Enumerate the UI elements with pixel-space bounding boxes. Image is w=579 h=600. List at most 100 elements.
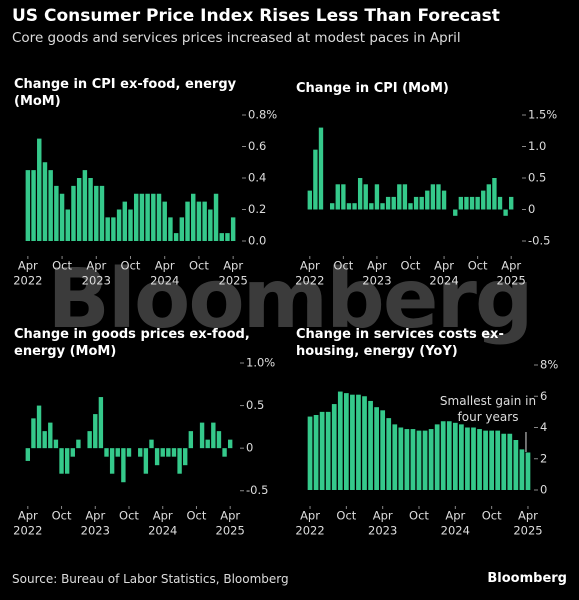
bar <box>413 196 419 210</box>
x-tick-label: Oct <box>409 509 429 523</box>
bar <box>425 190 430 210</box>
x-tick-label: Oct <box>121 259 141 273</box>
bar <box>222 448 227 457</box>
bar <box>483 430 488 490</box>
y-tick-label: 1.5% <box>528 108 557 122</box>
x-tick-label: Apr <box>300 509 320 523</box>
watermark: Bloomberg <box>47 252 533 347</box>
bar <box>126 448 132 457</box>
bar <box>65 209 70 241</box>
bar <box>183 448 188 466</box>
bar <box>503 209 508 216</box>
bar <box>495 430 501 490</box>
x-tick-label: Apr <box>86 259 106 273</box>
bar <box>422 430 428 490</box>
bar <box>168 217 173 241</box>
bar <box>53 439 59 449</box>
bar <box>453 209 458 216</box>
bar <box>481 190 486 210</box>
bar <box>313 415 319 490</box>
bar <box>179 217 185 241</box>
x-tick-label: Apr <box>220 509 240 523</box>
bar <box>133 193 139 241</box>
x-year-label: 2025 <box>219 274 248 288</box>
bar <box>380 410 386 490</box>
bar <box>434 424 440 490</box>
x-year-label: 2024 <box>441 524 470 538</box>
panel-title: Change in services costs ex-housing, ene… <box>296 327 504 359</box>
x-tick-label: Oct <box>189 259 209 273</box>
x-year-label: 2023 <box>368 524 397 538</box>
bar <box>464 196 469 210</box>
x-tick-label: Apr <box>445 509 465 523</box>
bar <box>436 184 441 210</box>
bar <box>343 393 349 490</box>
x-tick-label: Apr <box>153 509 173 523</box>
bar <box>325 411 331 490</box>
panel-title: Change in goods prices ex-food, energy (… <box>14 327 250 359</box>
bar <box>391 196 396 210</box>
bar <box>59 193 65 241</box>
bar <box>350 394 355 490</box>
bar <box>211 422 216 449</box>
bar <box>374 184 380 210</box>
bar <box>319 411 325 490</box>
bar <box>408 203 413 210</box>
bar <box>93 414 98 449</box>
x-tick-label: Oct <box>187 509 207 523</box>
bar <box>513 440 519 490</box>
y-tick-label: 0.2 <box>248 202 266 216</box>
x-tick-label: Oct <box>52 259 72 273</box>
y-tick-label: 2 <box>540 451 547 465</box>
bar <box>109 448 115 474</box>
bar <box>173 233 179 241</box>
bar <box>368 400 373 490</box>
y-tick-label: 6 <box>540 389 547 403</box>
y-tick-label: 1.0 <box>528 139 546 153</box>
x-year-label: 2024 <box>148 524 177 538</box>
bar <box>471 427 476 490</box>
x-tick-label: Oct <box>333 259 353 273</box>
bar <box>191 193 196 241</box>
bar <box>227 439 233 449</box>
bar <box>398 427 404 490</box>
bar <box>37 138 42 241</box>
bar <box>318 127 324 210</box>
bar <box>94 185 99 241</box>
y-tick-label: -0.5 <box>246 483 268 497</box>
bar <box>70 448 75 457</box>
x-year-label: 2025 <box>216 524 245 538</box>
y-tick-label: 0.8% <box>248 108 277 122</box>
bar <box>313 149 318 210</box>
bar <box>410 429 416 490</box>
bar <box>154 448 160 466</box>
logo: Bloomberg <box>487 571 567 586</box>
x-tick-label: Apr <box>155 259 175 273</box>
bar <box>121 448 126 483</box>
x-tick-label: Apr <box>18 259 38 273</box>
x-year-label: 2022 <box>295 274 324 288</box>
y-tick-label: 0 <box>246 441 253 455</box>
x-year-label: 2022 <box>13 274 42 288</box>
bar <box>76 178 82 241</box>
y-tick-label: 0.6 <box>248 139 266 153</box>
bar <box>188 431 194 449</box>
bar <box>380 203 385 210</box>
x-tick-label: Oct <box>482 509 502 523</box>
x-tick-label: Apr <box>501 259 521 273</box>
bar <box>475 196 480 210</box>
panel-title: Change in CPI ex-food, energy (MoM) <box>14 77 237 109</box>
bar <box>128 209 133 241</box>
bar <box>331 404 337 490</box>
x-year-label: 2024 <box>429 274 458 288</box>
bar <box>149 439 154 449</box>
bar <box>507 433 513 490</box>
panel-title: Change in CPI (MoM) <box>296 81 449 96</box>
y-tick-label: 0.4 <box>248 171 266 185</box>
y-tick-label: 0.0 <box>248 234 266 248</box>
bar <box>105 217 110 241</box>
bar <box>104 448 109 457</box>
x-tick-label: Apr <box>373 509 393 523</box>
